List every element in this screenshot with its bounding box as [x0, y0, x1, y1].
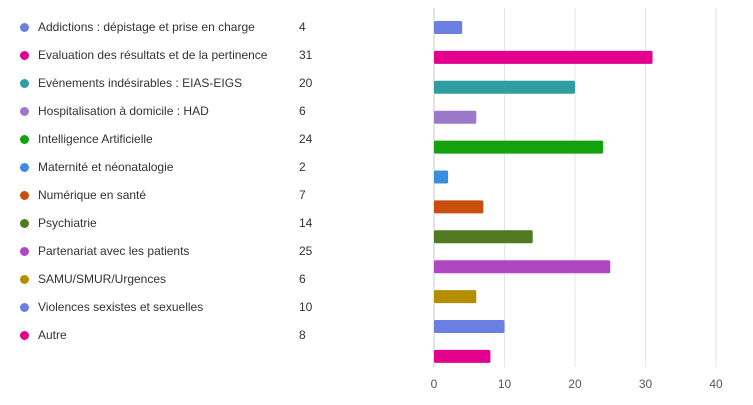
legend-dot-icon: [20, 191, 29, 200]
x-tick-label-40: 40: [709, 377, 723, 391]
bar-4[interactable]: [434, 110, 477, 124]
legend-item[interactable]: Evaluation des résultats et de la pertin…: [0, 46, 330, 66]
legend-value: 31: [299, 48, 313, 62]
bar-6[interactable]: [434, 170, 449, 184]
legend-item[interactable]: Maternité et néonatalogie 2: [0, 158, 330, 178]
legend-dot-icon: [20, 107, 29, 116]
legend-label: Autre: [38, 328, 67, 342]
legend-label: Partenariat avec les patients: [38, 244, 190, 258]
x-tick-label-20: 20: [568, 377, 582, 391]
legend-item[interactable]: Hospitalisation à domicile : HAD 6: [0, 102, 330, 122]
legend-label: Maternité et néonatalogie: [38, 160, 174, 174]
x-tick-label-10: 10: [498, 377, 512, 391]
bar-11[interactable]: [434, 320, 505, 333]
legend-value: 4: [299, 20, 306, 34]
bar-10[interactable]: [434, 290, 477, 304]
x-tick-label-0: 0: [431, 377, 438, 391]
legend-item[interactable]: Psychiatrie 14: [0, 214, 330, 234]
legend-value: 20: [299, 76, 313, 90]
legend-dot-icon: [20, 51, 29, 60]
legend-dot-icon: [20, 135, 29, 144]
legend-label: Violences sexistes et sexuelles: [38, 300, 204, 314]
legend-label: Evaluation des résultats et de la pertin…: [38, 48, 268, 62]
legend-value: 7: [299, 188, 306, 202]
legend-item[interactable]: Addictions : dépistage et prise en charg…: [0, 18, 330, 38]
legend-item[interactable]: SAMU/SMUR/Urgences 6: [0, 270, 330, 290]
legend-dot-icon: [20, 247, 29, 256]
bar-1[interactable]: [434, 21, 463, 34]
bar-7[interactable]: [434, 200, 484, 214]
legend-value: 6: [299, 104, 306, 118]
legend-dot-icon: [20, 303, 29, 312]
bar-2[interactable]: [434, 50, 653, 64]
legend-label: SAMU/SMUR/Urgences: [38, 272, 167, 286]
legend-value: 25: [299, 244, 313, 258]
legend-dot-icon: [20, 331, 29, 340]
legend-dot-icon: [20, 163, 29, 172]
legend-item[interactable]: Partenariat avec les patients 25: [0, 242, 330, 262]
legend-dot-icon: [20, 79, 29, 88]
legend: Addictions : dépistage et prise en charg…: [0, 0, 330, 360]
legend-dot-icon: [20, 23, 29, 32]
legend-value: 8: [299, 328, 306, 342]
bar-8[interactable]: [434, 230, 533, 244]
legend-label: Addictions : dépistage et prise en charg…: [38, 20, 255, 34]
legend-value: 14: [299, 216, 313, 230]
legend-item[interactable]: Numérique en santé 7: [0, 186, 330, 206]
legend-item[interactable]: Autre 8: [0, 326, 330, 346]
bar-5[interactable]: [434, 140, 604, 154]
legend-value: 10: [299, 300, 313, 314]
bar-3[interactable]: [434, 80, 575, 94]
legend-item[interactable]: Violences sexistes et sexuelles 10: [0, 298, 330, 318]
legend-label: Hospitalisation à domicile : HAD: [38, 104, 209, 118]
bar-12[interactable]: [434, 349, 491, 363]
legend-value: 24: [299, 132, 313, 146]
legend-dot-icon: [20, 219, 29, 228]
x-tick-label-30: 30: [639, 377, 653, 391]
legend-item[interactable]: Evènements indésirables : EIAS-EIGS 20: [0, 74, 330, 94]
legend-item[interactable]: Intelligence Artificielle 24: [0, 130, 330, 150]
legend-label: Evènements indésirables : EIAS-EIGS: [38, 76, 243, 90]
bar-9[interactable]: [434, 260, 611, 274]
legend-label: Intelligence Artificielle: [38, 132, 153, 146]
legend-label: Numérique en santé: [38, 188, 147, 202]
legend-dot-icon: [20, 275, 29, 284]
legend-label: Psychiatrie: [38, 216, 97, 230]
legend-value: 2: [299, 160, 306, 174]
legend-value: 6: [299, 272, 306, 286]
